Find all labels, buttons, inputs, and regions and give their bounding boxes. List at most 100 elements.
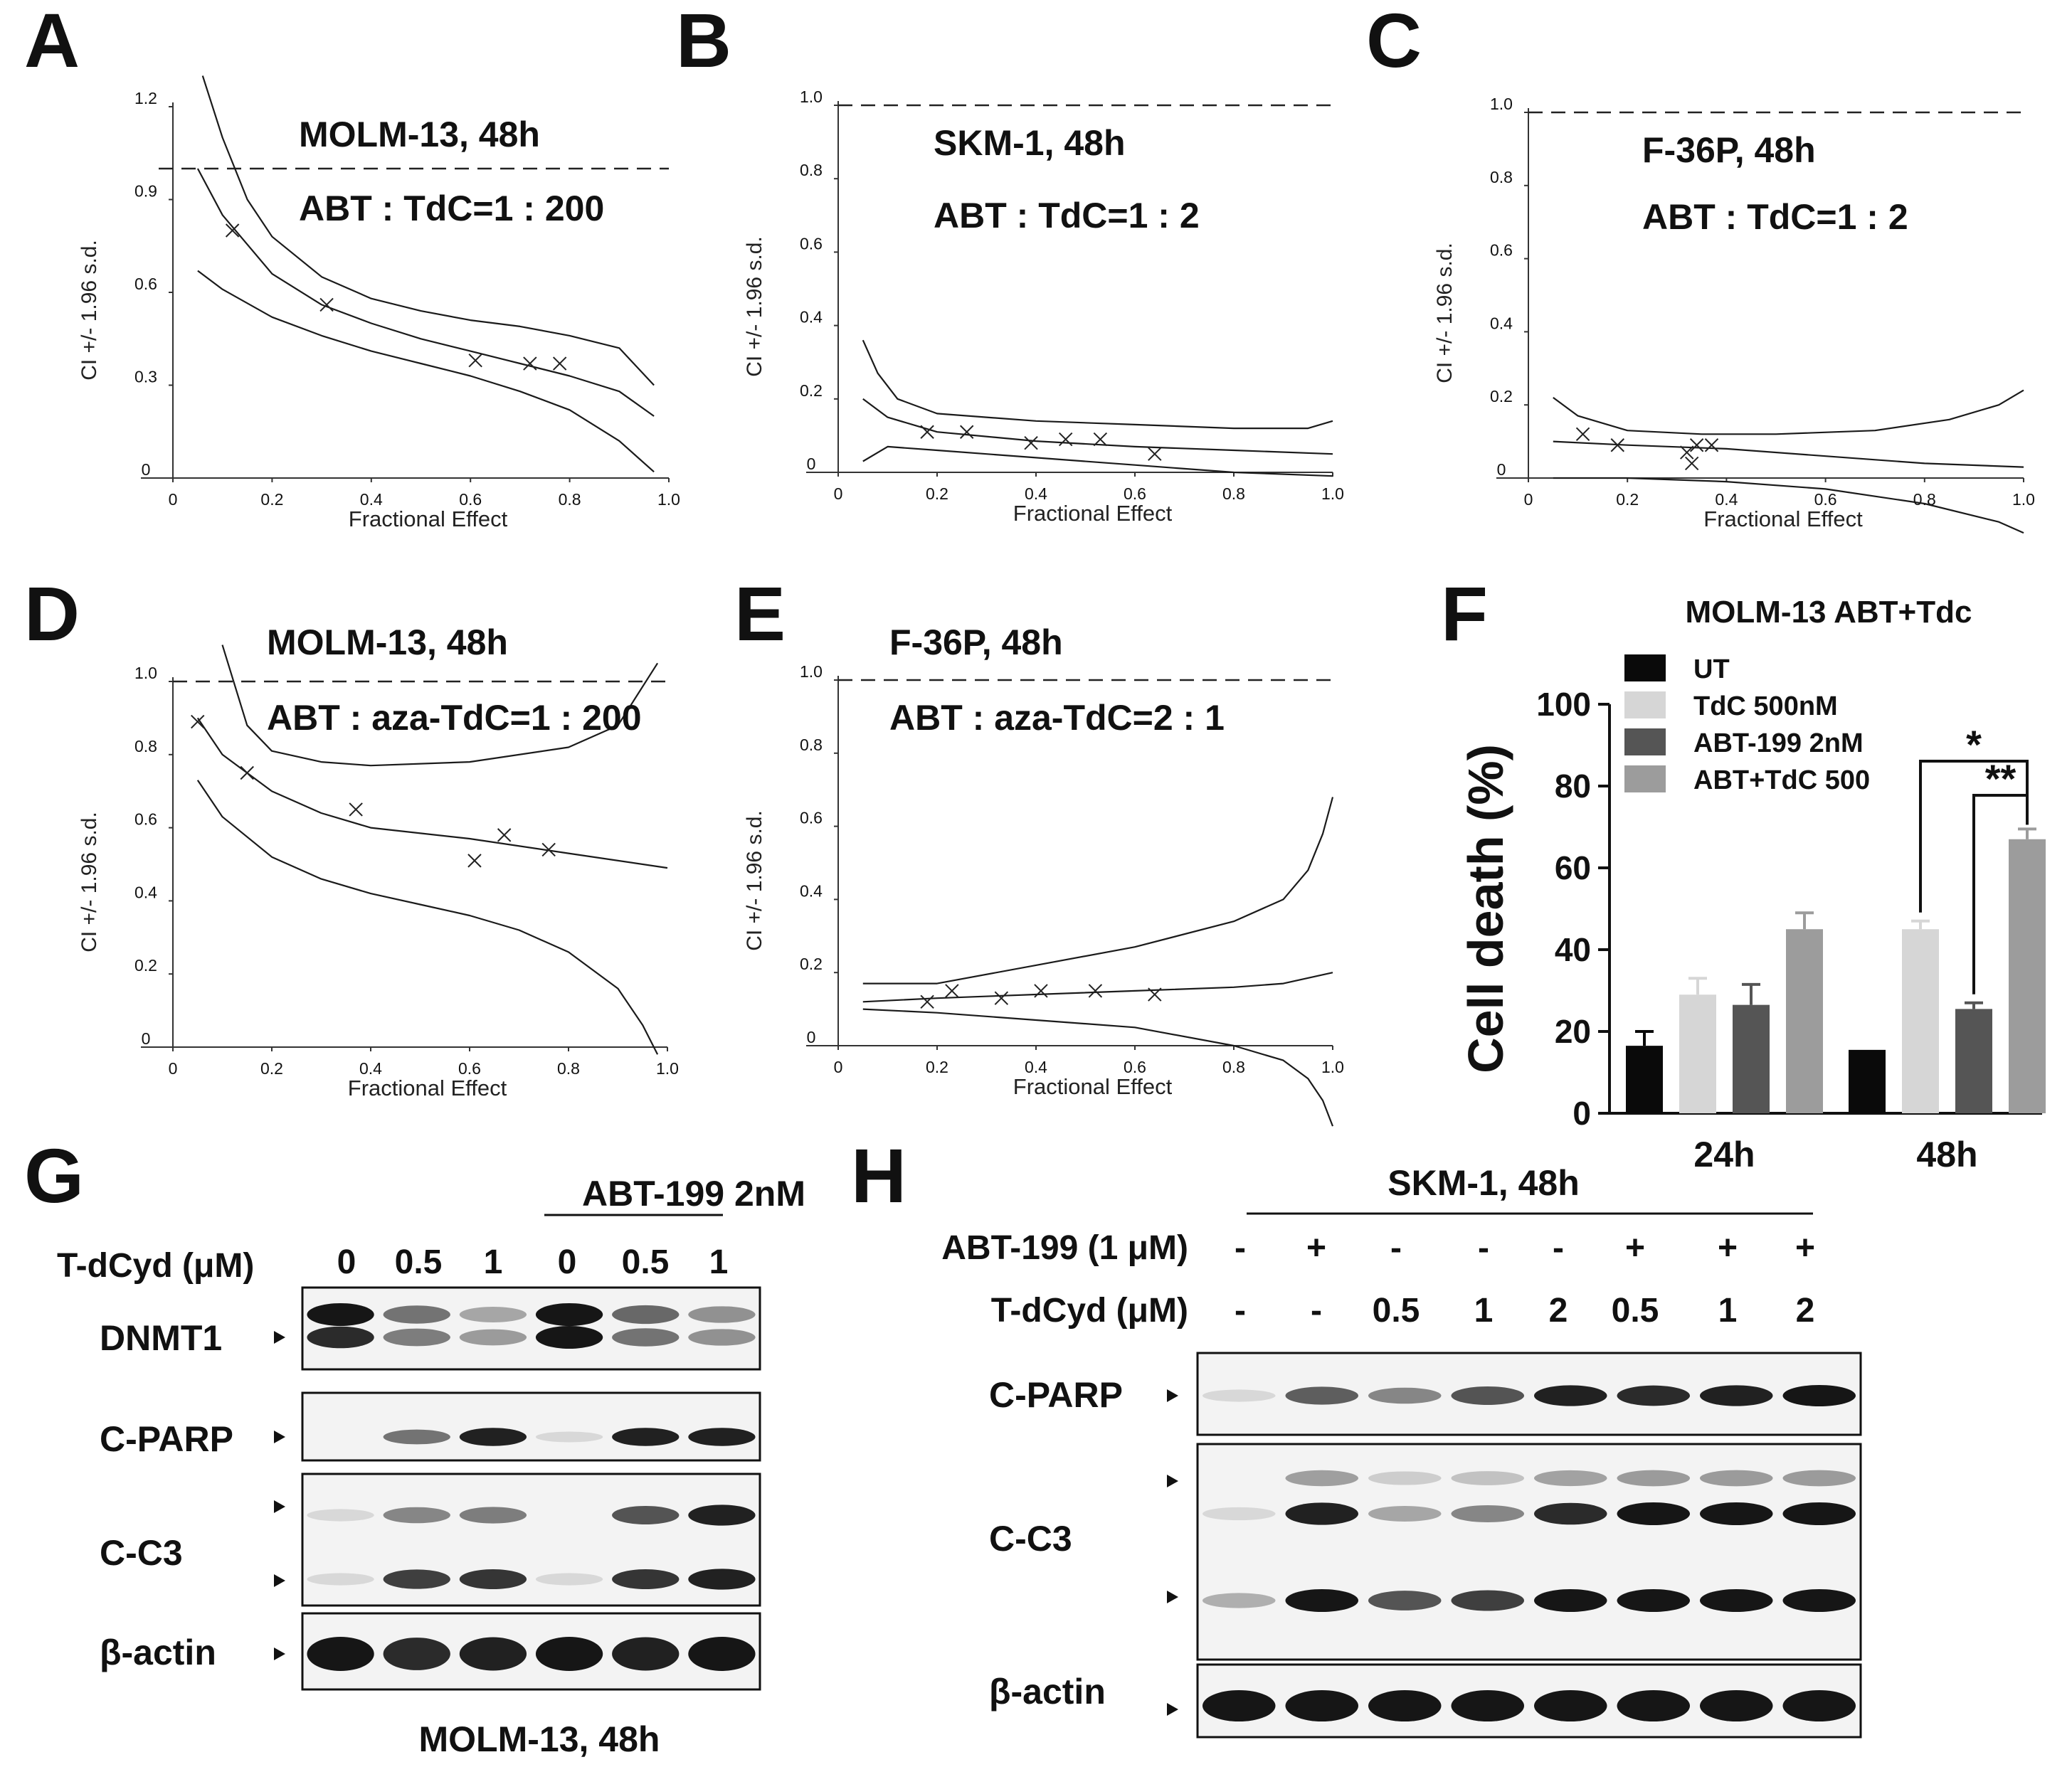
- ci-curve-lower: [197, 270, 655, 473]
- blot-row-c-c3: [1196, 1443, 1862, 1661]
- ci-chart-b: 0 0.2 0.4 0.6 0.8 1.0 0 0.2 0.4 0.6 0.8 1.0 Fraction…: [743, 87, 1344, 526]
- data-point: [1058, 432, 1073, 447]
- ci-chart-d: 0 0.2 0.4 0.6 0.8 1.0 0 0.2 0.4 0.6 0.8 1.0 Fraction…: [78, 622, 679, 1100]
- x-tick-label: 0.2: [260, 490, 283, 509]
- abt-lane-value: -: [1478, 1229, 1489, 1267]
- chart-title: F-36P, 48h: [889, 622, 1063, 662]
- data-point-stroke: [920, 994, 934, 1009]
- x-tick-label: 0: [169, 1059, 178, 1078]
- blot-band: [612, 1506, 680, 1524]
- blot-band: [459, 1307, 527, 1322]
- blot-band: [688, 1428, 756, 1446]
- blot-band: [1699, 1470, 1773, 1487]
- data-point-stroke: [1088, 984, 1103, 998]
- data-point: [1689, 438, 1704, 452]
- band-arrow: [1167, 1591, 1178, 1603]
- data-point-stroke: [240, 765, 254, 780]
- blot-row-label: β-actin: [989, 1672, 1106, 1712]
- blot-frame: [301, 1472, 761, 1607]
- y-tick-label: 0.2: [1490, 387, 1513, 405]
- bar-ut: [1849, 1049, 1886, 1113]
- blot-band: [1782, 1502, 1856, 1525]
- x-tick-label: 0.2: [260, 1059, 283, 1078]
- tdcyd-lane-value: -: [1311, 1292, 1322, 1330]
- legend-label: ABT+TdC 500: [1693, 765, 1870, 795]
- data-point-stroke: [1148, 447, 1162, 461]
- chart-title: SKM-1, 48h: [934, 123, 1126, 163]
- blot-band: [1699, 1385, 1773, 1406]
- data-point: [1148, 987, 1162, 1002]
- ci-curve-upper: [862, 797, 1334, 985]
- blot-band: [1202, 1690, 1276, 1721]
- blot-band: [1451, 1386, 1525, 1405]
- legend-swatch: [1624, 765, 1666, 792]
- blot-band: [535, 1637, 603, 1671]
- ci-curve-center: [196, 168, 655, 417]
- data-point-stroke: [468, 353, 482, 368]
- blot-band: [383, 1305, 450, 1324]
- y-tick-label: 0.9: [134, 182, 157, 201]
- ci-curve-lower: [862, 1008, 1334, 1127]
- blot-band: [459, 1428, 527, 1446]
- x-tick-label: 0.4: [359, 1059, 382, 1078]
- blot-band: [1451, 1690, 1525, 1721]
- blot-row-c-c3: [301, 1472, 761, 1607]
- lane-label: 0.5: [395, 1243, 443, 1281]
- data-point-stroke: [225, 223, 240, 238]
- chart-subtitle: ABT : TdC=1 : 200: [299, 189, 604, 228]
- blot-band: [535, 1303, 603, 1326]
- y-tick-label: 0.6: [800, 234, 823, 253]
- abt-lane-value: -: [1235, 1229, 1246, 1267]
- data-point-stroke: [1058, 432, 1073, 447]
- chart-subtitle: ABT : TdC=1 : 2: [1642, 197, 1908, 237]
- x-tick-label: 0: [834, 484, 843, 503]
- y-tick-label: 0: [142, 1029, 151, 1048]
- blot-band: [1451, 1590, 1525, 1611]
- x-category-label: 48h: [1916, 1135, 1977, 1174]
- blot-band: [307, 1637, 374, 1671]
- data-point: [1610, 438, 1624, 452]
- band-arrow: [274, 1574, 285, 1587]
- tdcyd-lane-value: 1: [1474, 1292, 1494, 1330]
- band-arrow: [274, 1331, 285, 1344]
- blot-band: [1368, 1471, 1442, 1485]
- blot-band: [383, 1507, 450, 1524]
- x-tick-label: 0.4: [1025, 1058, 1047, 1076]
- blot-band: [1285, 1502, 1359, 1525]
- y-tick-label: 0.2: [134, 956, 157, 975]
- blot-band: [1782, 1589, 1856, 1612]
- y-tick-label: 0.4: [134, 883, 157, 901]
- blot-band: [1782, 1470, 1856, 1487]
- x-tick-label: 0.8: [1222, 1058, 1245, 1076]
- band-arrow: [274, 1431, 285, 1443]
- bar-chart-f: MOLM-13 ABT+Tdc 0 20 40 60 80 100 Cell death (%…: [1458, 595, 2046, 1174]
- data-point: [920, 994, 934, 1009]
- blot-band: [1699, 1589, 1773, 1612]
- blot-row-label: C-PARP: [989, 1375, 1123, 1415]
- x-tick-label: 0.2: [926, 484, 948, 503]
- x-tick-label: 0.6: [458, 1059, 481, 1078]
- blot-band: [1451, 1471, 1525, 1485]
- x-axis-label: Fractional Effect: [1703, 506, 1863, 531]
- ci-curve-center: [862, 972, 1333, 1003]
- ci-curve-lower: [1553, 477, 2024, 534]
- panel-letter-d: D: [24, 571, 80, 657]
- x-tick-label: 1.0: [657, 490, 680, 509]
- data-point-stroke: [1093, 432, 1108, 447]
- blot-band: [459, 1569, 527, 1589]
- x-axis-label: Fractional Effect: [1013, 1074, 1173, 1099]
- y-tick-label: 40: [1555, 931, 1591, 968]
- data-point-stroke: [1704, 438, 1719, 452]
- x-axis-label: Fractional Effect: [1013, 501, 1173, 526]
- data-point: [523, 356, 537, 371]
- ci-curve-upper: [221, 644, 659, 767]
- blot-row-label: C-C3: [100, 1533, 183, 1573]
- band-arrow: [1167, 1389, 1178, 1402]
- blot-row-c-parp: [301, 1391, 761, 1462]
- chart-title: MOLM-13, 48h: [299, 115, 540, 154]
- x-tick-label: 0.4: [1025, 484, 1047, 503]
- ci-chart-e: 0 0.2 0.4 0.6 0.8 1.0 0 0.2 0.4 0.6 0.8 1.0 Fraction…: [743, 622, 1344, 1127]
- significance-bracket: [1919, 760, 2029, 913]
- blot-band: [459, 1507, 527, 1524]
- blot-frame: [301, 1391, 761, 1462]
